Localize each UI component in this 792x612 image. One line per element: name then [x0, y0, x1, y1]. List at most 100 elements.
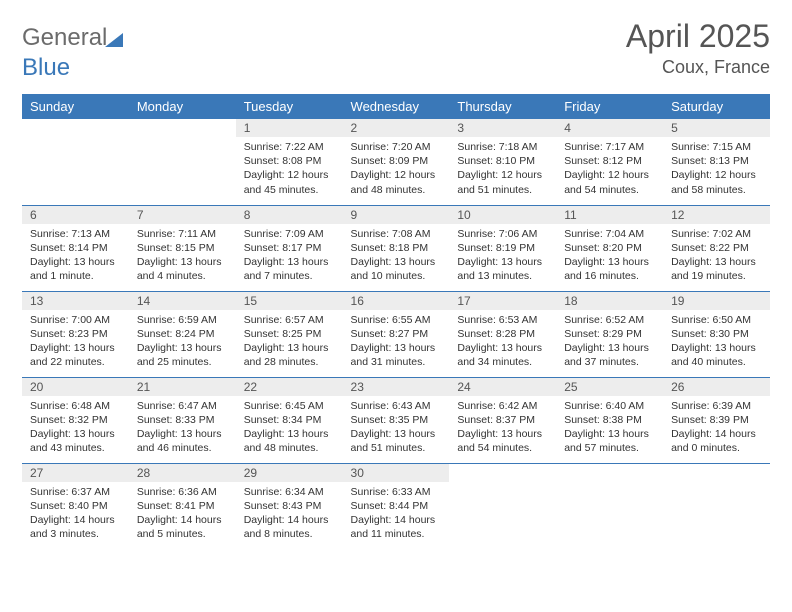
day-number: 28 [129, 464, 236, 482]
sunset-line: Sunset: 8:22 PM [671, 242, 749, 254]
daylight-line: Daylight: 14 hours and 8 minutes. [244, 514, 329, 540]
daylight-line: Daylight: 12 hours and 58 minutes. [671, 169, 756, 195]
day-number: 2 [343, 119, 450, 137]
day-details: Sunrise: 6:50 AMSunset: 8:30 PMDaylight:… [663, 310, 770, 376]
sunset-line: Sunset: 8:12 PM [564, 155, 642, 167]
logo-triangle-icon [105, 26, 123, 54]
daylight-line: Daylight: 13 hours and 13 minutes. [457, 256, 542, 282]
calendar-cell: 16Sunrise: 6:55 AMSunset: 8:27 PMDayligh… [343, 291, 450, 377]
daylight-line: Daylight: 13 hours and 48 minutes. [244, 428, 329, 454]
day-details: Sunrise: 7:08 AM Sunset: 8:18 PM Daylight:… [343, 224, 450, 290]
calendar-row: 1Sunrise: 7:22 AMSunset: 8:08 PMDaylight… [22, 119, 770, 205]
sunrise-line: Sunrise: 7:15 AM [671, 141, 751, 153]
sunset-line: Sunset: 8:41 PM [137, 500, 215, 512]
calendar-cell [449, 463, 556, 549]
sunset-line: Sunset: 8:32 PM [30, 414, 108, 426]
day-number: 19 [663, 292, 770, 310]
day-number: 12 [663, 206, 770, 224]
sunrise-line: Sunrise: 7:18 AM [457, 141, 537, 153]
sunrise-line: Sunrise: 7:09 AM [244, 228, 324, 240]
sunrise-line: Sunrise: 7:00 AM [30, 314, 110, 326]
title-box: April 2025 Coux, France [626, 18, 770, 78]
calendar-cell: 9 Sunrise: 7:08 AM Sunset: 8:18 PM Daylight… [343, 205, 450, 291]
calendar-head: SundayMondayTuesdayWednesdayThursdayFrid… [22, 94, 770, 119]
sunset-line: Sunset: 8:35 PM [351, 414, 429, 426]
daylight-line: Daylight: 13 hours and 31 minutes. [351, 342, 436, 368]
calendar-cell: 30Sunrise: 6:33 AMSunset: 8:44 PMDayligh… [343, 463, 450, 549]
daylight-line: Daylight: 13 hours and 1 minute. [30, 256, 115, 282]
daylight-line: Daylight: 13 hours and 40 minutes. [671, 342, 756, 368]
logo: GeneralBlue [22, 18, 123, 82]
day-number: 26 [663, 378, 770, 396]
daylight-line: Daylight: 13 hours and 57 minutes. [564, 428, 649, 454]
day-details: Sunrise: 7:22 AMSunset: 8:08 PMDaylight:… [236, 137, 343, 203]
sunset-line: Sunset: 8:38 PM [564, 414, 642, 426]
day-details: Sunrise: 6:34 AMSunset: 8:43 PMDaylight:… [236, 482, 343, 548]
calendar-cell: 2Sunrise: 7:20 AMSunset: 8:09 PMDaylight… [343, 119, 450, 205]
day-details: Sunrise: 7:13 AMSunset: 8:14 PMDaylight:… [22, 224, 129, 290]
daylight-line: Daylight: 14 hours and 5 minutes. [137, 514, 222, 540]
day-details: Sunrise: 6:40 AM Sunset: 8:38 PM Daylight:… [556, 396, 663, 462]
day-number: 6 [22, 206, 129, 224]
day-details: Sunrise: 7:00 AMSunset: 8:23 PMDaylight:… [22, 310, 129, 376]
calendar-cell: 3Sunrise: 7:18 AMSunset: 8:10 PMDaylight… [449, 119, 556, 205]
calendar-body: 1Sunrise: 7:22 AMSunset: 8:08 PMDaylight… [22, 119, 770, 549]
calendar-cell: 20Sunrise: 6:48 AMSunset: 8:32 PMDayligh… [22, 377, 129, 463]
calendar-cell: 13Sunrise: 7:00 AMSunset: 8:23 PMDayligh… [22, 291, 129, 377]
calendar-row: 20Sunrise: 6:48 AMSunset: 8:32 PMDayligh… [22, 377, 770, 463]
sunset-line: Sunset: 8:30 PM [671, 328, 749, 340]
sunrise-line: Sunrise: 6:42 AM [457, 400, 537, 412]
sunrise-line: Sunrise: 6:40 AM [564, 400, 644, 412]
sunset-line: Sunset: 8:23 PM [30, 328, 108, 340]
sunrise-line: Sunrise: 6:53 AM [457, 314, 537, 326]
sunrise-line: Sunrise: 7:11 AM [137, 228, 216, 240]
daylight-line: Daylight: 13 hours and 51 minutes. [351, 428, 436, 454]
sunset-line: Sunset: 8:27 PM [351, 328, 429, 340]
sunset-line: Sunset: 8:10 PM [457, 155, 535, 167]
sunset-line: Sunset: 8:18 PM [351, 242, 429, 254]
daylight-line: Daylight: 14 hours and 0 minutes. [671, 428, 756, 454]
calendar-cell: 15Sunrise: 6:57 AMSunset: 8:25 PMDayligh… [236, 291, 343, 377]
sunrise-line: Sunrise: 7:08 AM [351, 228, 431, 240]
day-details: Sunrise: 6:53 AMSunset: 8:28 PMDaylight:… [449, 310, 556, 376]
sunset-line: Sunset: 8:15 PM [137, 242, 215, 254]
day-details: Sunrise: 7:18 AMSunset: 8:10 PMDaylight:… [449, 137, 556, 203]
day-number: 5 [663, 119, 770, 137]
weekday-header: Tuesday [236, 94, 343, 119]
daylight-line: Daylight: 13 hours and 54 minutes. [457, 428, 542, 454]
calendar-cell [129, 119, 236, 205]
weekday-header: Wednesday [343, 94, 450, 119]
day-number: 30 [343, 464, 450, 482]
weekday-header: Friday [556, 94, 663, 119]
sunset-line: Sunset: 8:37 PM [457, 414, 535, 426]
daylight-line: Daylight: 13 hours and 10 minutes. [351, 256, 436, 282]
day-details: Sunrise: 6:37 AMSunset: 8:40 PMDaylight:… [22, 482, 129, 548]
day-details: Sunrise: 6:55 AMSunset: 8:27 PMDaylight:… [343, 310, 450, 376]
calendar-table: SundayMondayTuesdayWednesdayThursdayFrid… [22, 94, 770, 549]
sunset-line: Sunset: 8:19 PM [457, 242, 535, 254]
sunset-line: Sunset: 8:40 PM [30, 500, 108, 512]
day-details: Sunrise: 6:48 AMSunset: 8:32 PMDaylight:… [22, 396, 129, 462]
daylight-line: Daylight: 13 hours and 28 minutes. [244, 342, 329, 368]
sunset-line: Sunset: 8:28 PM [457, 328, 535, 340]
sunset-line: Sunset: 8:33 PM [137, 414, 215, 426]
sunrise-line: Sunrise: 7:04 AM [564, 228, 644, 240]
day-number: 10 [449, 206, 556, 224]
day-number: 9 [343, 206, 450, 224]
day-number: 8 [236, 206, 343, 224]
sunrise-line: Sunrise: 6:48 AM [30, 400, 110, 412]
day-number: 24 [449, 378, 556, 396]
day-details: Sunrise: 6:33 AMSunset: 8:44 PMDaylight:… [343, 482, 450, 548]
weekday-header: Sunday [22, 94, 129, 119]
calendar-row: 6Sunrise: 7:13 AMSunset: 8:14 PMDaylight… [22, 205, 770, 291]
day-details: Sunrise: 6:45 AMSunset: 8:34 PMDaylight:… [236, 396, 343, 462]
sunrise-line: Sunrise: 7:22 AM [244, 141, 324, 153]
sunrise-line: Sunrise: 6:52 AM [564, 314, 644, 326]
logo-text: GeneralBlue [22, 24, 123, 82]
day-details: Sunrise: 7:06 AMSunset: 8:19 PMDaylight:… [449, 224, 556, 290]
sunset-line: Sunset: 8:39 PM [671, 414, 749, 426]
day-number: 14 [129, 292, 236, 310]
calendar-cell: 18Sunrise: 6:52 AMSunset: 8:29 PMDayligh… [556, 291, 663, 377]
day-number: 23 [343, 378, 450, 396]
day-number: 18 [556, 292, 663, 310]
